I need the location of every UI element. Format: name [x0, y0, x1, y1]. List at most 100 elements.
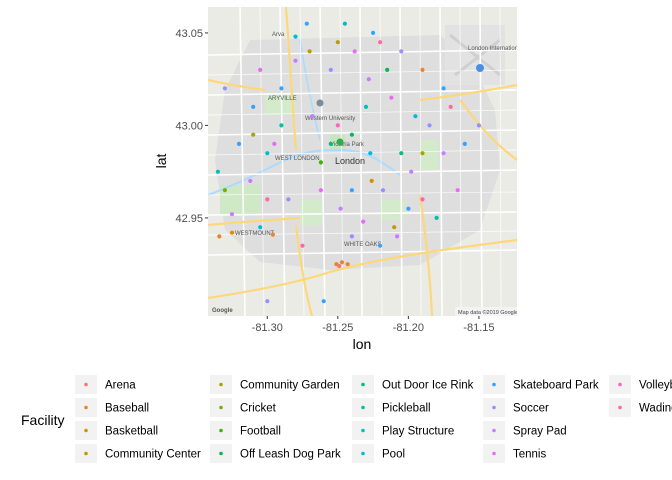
map-attribution: Map data ©2019 Google	[458, 309, 518, 316]
data-point	[258, 67, 263, 72]
data-point	[335, 123, 340, 128]
legend-label: Play Structure	[382, 426, 454, 438]
data-point	[462, 141, 467, 146]
x-tick-label: -81.20	[393, 322, 424, 334]
data-point	[328, 141, 333, 146]
data-point	[441, 86, 446, 91]
legend-swatch	[492, 405, 496, 410]
data-point	[399, 49, 404, 54]
map-label-university: Western University	[305, 116, 355, 122]
data-point	[420, 151, 425, 156]
data-point	[349, 234, 354, 239]
data-point	[349, 188, 354, 193]
data-point	[338, 206, 343, 211]
data-point	[310, 114, 315, 119]
basemap: Arva ARYVILLE WEST LONDON WESTMOUNT WHIT…	[208, 7, 542, 316]
data-point	[300, 243, 305, 248]
data-point	[222, 86, 227, 91]
university-pin-icon	[316, 99, 324, 107]
map-label-west-london: WEST LONDON	[275, 156, 320, 162]
data-point	[272, 141, 277, 146]
map-label-aryville: ARYVILLE	[268, 96, 297, 102]
data-point	[293, 34, 298, 39]
legend-swatch	[492, 451, 496, 456]
data-point	[399, 151, 404, 156]
data-point	[286, 197, 291, 202]
data-point	[406, 206, 411, 211]
legend-label: Arena	[105, 380, 136, 392]
legend-label: Pickleball	[382, 403, 431, 415]
data-point	[248, 178, 253, 183]
data-point	[363, 104, 369, 109]
data-point	[339, 260, 345, 265]
x-tick-label: -81.30	[252, 322, 283, 334]
data-point	[441, 151, 446, 156]
legend-label: Tennis	[513, 449, 546, 461]
legend-swatch	[361, 382, 365, 387]
legend-label: Spray Pad	[513, 426, 567, 438]
data-point	[368, 151, 373, 156]
legend-label: Baseball	[105, 403, 149, 415]
data-point	[270, 232, 275, 237]
data-point	[349, 132, 354, 137]
legend-swatch	[84, 382, 88, 387]
data-point	[265, 197, 270, 202]
legend-swatch	[492, 428, 496, 433]
data-point	[328, 67, 333, 72]
data-point	[378, 40, 383, 45]
data-point	[409, 169, 414, 174]
data-point	[361, 219, 366, 224]
data-point	[371, 30, 376, 35]
data-point	[337, 263, 342, 269]
data-point	[229, 230, 235, 235]
map-label-white-oaks: WHITE OAKS	[344, 242, 382, 248]
legend-swatch	[84, 451, 88, 456]
data-point	[304, 21, 309, 26]
legend-label: Football	[240, 426, 281, 438]
legend-swatch	[84, 405, 88, 410]
data-point	[366, 77, 371, 82]
data-point	[476, 123, 481, 128]
data-point	[420, 197, 425, 202]
data-point	[345, 262, 350, 267]
data-point	[293, 58, 298, 63]
data-point	[380, 188, 386, 193]
data-point	[251, 104, 256, 109]
legend-swatch	[219, 451, 223, 456]
points-layer	[215, 21, 481, 304]
data-point	[395, 234, 400, 239]
data-point	[427, 123, 432, 128]
legend-label: Cricket	[240, 403, 277, 415]
legend-label: Soccer	[513, 403, 549, 415]
data-point	[217, 234, 222, 239]
data-point	[222, 188, 227, 193]
map-label-airport: London International Airport	[468, 46, 542, 52]
airport-pin-icon	[476, 64, 484, 72]
data-point	[413, 114, 418, 119]
data-point	[229, 212, 235, 217]
legend-swatch	[361, 428, 365, 433]
data-point	[236, 141, 242, 146]
legend-label: Community Garden	[240, 380, 340, 392]
legend-swatch	[492, 382, 496, 387]
data-point	[318, 160, 323, 165]
park-pin-icon	[336, 138, 344, 146]
google-logo: Google	[212, 308, 233, 314]
data-point	[265, 151, 270, 156]
y-axis-title: lat	[153, 154, 169, 169]
data-point	[378, 243, 383, 248]
legend-swatch	[219, 405, 223, 410]
legend-swatch	[361, 451, 365, 456]
legend-swatch	[618, 382, 622, 387]
data-point	[420, 67, 425, 72]
data-point	[369, 178, 374, 183]
legend-swatch	[84, 428, 88, 433]
data-point	[318, 188, 323, 193]
data-point	[352, 49, 357, 54]
data-point	[335, 40, 340, 45]
legend-swatch	[219, 428, 223, 433]
x-tick-label: -81.15	[463, 322, 494, 334]
legend: Arena Baseball Basketball Community Center C…	[75, 375, 672, 463]
legend-label: Pool	[382, 449, 405, 461]
data-point	[265, 299, 270, 304]
